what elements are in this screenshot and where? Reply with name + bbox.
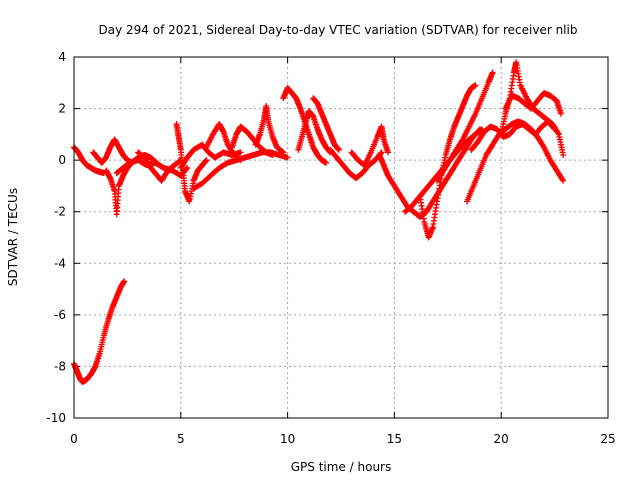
series-arc-10 bbox=[203, 121, 244, 164]
y-tick-label: -2 bbox=[54, 205, 66, 219]
data-point bbox=[269, 151, 276, 158]
plot-frame bbox=[73, 56, 609, 419]
y-tick-label: -4 bbox=[54, 256, 66, 270]
series-arc-25 bbox=[468, 118, 558, 153]
x-axis-label: GPS time / hours bbox=[291, 460, 392, 474]
series-arc-16 bbox=[327, 146, 385, 182]
data-point bbox=[323, 159, 330, 166]
x-tick-label: 20 bbox=[494, 432, 509, 446]
x-tick-label: 10 bbox=[280, 432, 295, 446]
data-point bbox=[384, 149, 391, 156]
series-arc-15 bbox=[310, 95, 342, 153]
x-tick-label: 15 bbox=[387, 432, 402, 446]
grid-lines bbox=[74, 57, 608, 418]
data-point bbox=[284, 154, 291, 161]
series-arc-12 bbox=[252, 102, 287, 156]
data-point bbox=[560, 151, 567, 158]
data-point bbox=[489, 69, 496, 76]
y-tick-label: -10 bbox=[46, 411, 66, 425]
data-points bbox=[71, 59, 567, 385]
x-tick-label: 25 bbox=[600, 432, 615, 446]
data-point bbox=[183, 165, 190, 172]
series-arc-17 bbox=[348, 123, 391, 169]
series-arc-09 bbox=[190, 149, 291, 192]
series-arc-06 bbox=[135, 149, 184, 184]
y-tick-label: 4 bbox=[58, 50, 66, 64]
y-tick-label: 2 bbox=[58, 102, 66, 116]
series-arc-13 bbox=[280, 84, 330, 166]
y-tick-label: -6 bbox=[54, 308, 66, 322]
data-point bbox=[203, 157, 210, 164]
y-axis-label: SDTVAR / TECUs bbox=[6, 188, 20, 286]
data-point bbox=[560, 177, 567, 184]
axis-ticks bbox=[73, 56, 609, 419]
chart-title: Day 294 of 2021, Sidereal Day-to-day VTE… bbox=[99, 23, 578, 37]
y-tick-label: -8 bbox=[54, 359, 66, 373]
data-point bbox=[551, 126, 558, 133]
series-arc-08 bbox=[177, 141, 244, 171]
series-arc-07 bbox=[173, 121, 210, 205]
data-point bbox=[550, 125, 557, 132]
data-point bbox=[559, 176, 566, 183]
series-arc-24 bbox=[502, 90, 565, 117]
series-arc-19 bbox=[417, 82, 479, 241]
data-point bbox=[121, 278, 128, 285]
series-arc-01 bbox=[71, 278, 128, 385]
data-point bbox=[237, 157, 244, 164]
x-tick-label: 0 bbox=[70, 432, 78, 446]
series-arc-02 bbox=[71, 144, 107, 177]
y-tick-label: 0 bbox=[58, 153, 66, 167]
series-arc-21 bbox=[434, 69, 496, 184]
data-point bbox=[555, 130, 562, 137]
data-point bbox=[237, 149, 244, 156]
data-point bbox=[472, 82, 479, 89]
data-point bbox=[335, 146, 342, 153]
x-tick-label: 5 bbox=[177, 432, 185, 446]
axis-tick-labels: 0 5 10 15 20 25 -10 -8 -6 -4 -2 0 2 4 bbox=[46, 50, 615, 446]
data-point bbox=[280, 149, 287, 156]
data-point bbox=[558, 110, 565, 117]
